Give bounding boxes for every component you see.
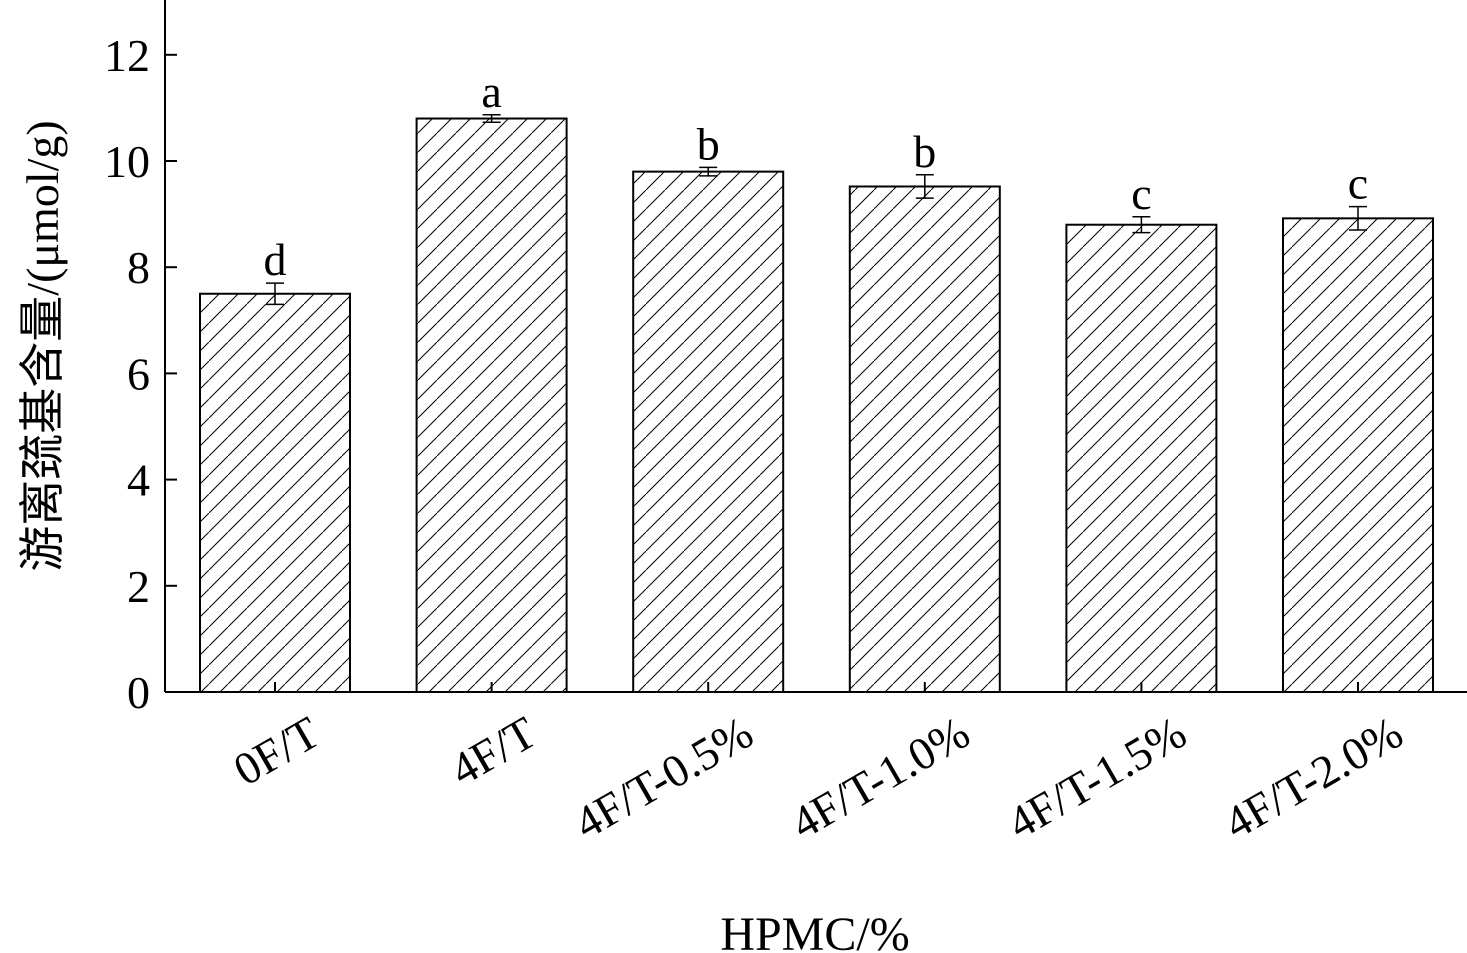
significance-letter: a (481, 66, 501, 117)
y-axis-title: 游离巯基含量/(μmol/g) (17, 120, 68, 571)
y-ticks-group: 0 2 4 6 8 10 12 (104, 30, 177, 718)
significance-letter: c (1348, 158, 1368, 209)
x-tick-label: 4F/T-1.0% (782, 706, 978, 848)
error-bars-group (266, 114, 1367, 306)
x-tick-label: 4F/T-0.5% (566, 706, 762, 848)
y-tick-label: 4 (127, 455, 150, 506)
x-tick-label: 4F/T-2.0% (1215, 706, 1411, 848)
y-tick-label: 10 (104, 136, 150, 187)
y-tick-label: 8 (127, 242, 150, 293)
significance-letter: d (264, 234, 287, 285)
bar (1065, 223, 1218, 693)
x-tick-label: 4F/T-1.5% (999, 706, 1195, 848)
error-bar (482, 114, 501, 123)
x-ticks-group (274, 682, 1359, 692)
y-tick-label: 12 (104, 30, 150, 81)
error-bar (915, 174, 934, 199)
bar (1282, 217, 1434, 694)
significance-letter: b (697, 118, 720, 169)
error-bar (1349, 205, 1367, 231)
error-bar (1132, 216, 1151, 234)
x-tick-label: 4F/T (442, 706, 545, 795)
bar (199, 292, 351, 693)
x-axis-title: HPMC/% (720, 908, 909, 953)
y-tick-label: 0 (127, 667, 150, 718)
significance-letter: c (1131, 168, 1151, 219)
bars-group (199, 117, 1434, 694)
bar (848, 185, 1001, 693)
x-tick-label: 0F/T (225, 706, 328, 795)
significance-letter: b (913, 126, 936, 177)
bar (632, 170, 785, 693)
category-labels-group: 0F/T 4F/T 4F/T-0.5% 4F/T-1.0% 4F/T-1.5% 4F/T-… (225, 706, 1411, 848)
y-tick-label: 6 (127, 348, 150, 399)
error-bar (266, 282, 284, 306)
error-bar (699, 166, 718, 177)
bar (415, 117, 568, 693)
y-tick-label: 2 (127, 561, 150, 612)
significance-letters-group: d a b b c c (264, 66, 1369, 285)
